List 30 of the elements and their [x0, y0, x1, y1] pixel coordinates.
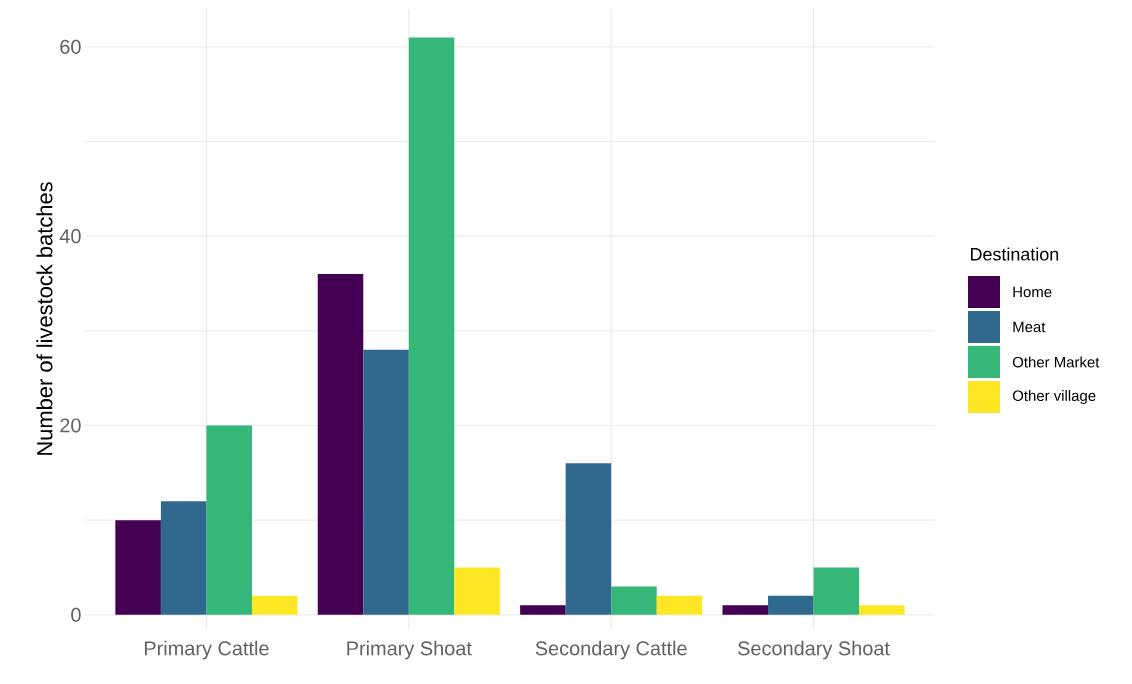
y-tick-label: 0 [71, 607, 81, 622]
bar [206, 425, 252, 615]
bar [520, 605, 566, 615]
legend-title: Destination [971, 247, 1059, 261]
bar [565, 463, 612, 615]
legend-label: Meat [1013, 321, 1046, 333]
bar [115, 520, 161, 615]
bar [317, 274, 364, 615]
bar [656, 595, 703, 615]
x-tick-label: Secondary Shoat [738, 640, 890, 660]
y-tick-label: 40 [59, 229, 81, 244]
y-axis-title: Number of livestock batches [36, 182, 53, 455]
legend-label: Home [1013, 286, 1052, 298]
bar [813, 567, 860, 615]
y-tick-label: 20 [60, 418, 81, 433]
bar [768, 595, 814, 615]
x-tick-label: Primary Cattle [144, 640, 269, 660]
bar [859, 605, 905, 615]
bar [251, 595, 298, 615]
bar [611, 586, 657, 615]
bar [363, 349, 409, 615]
x-tick-label: Secondary Cattle [535, 640, 687, 660]
bar [160, 501, 207, 615]
bar [454, 567, 500, 615]
x-tick-label: Primary Shoat [347, 640, 472, 660]
bar [722, 605, 769, 615]
bar [408, 37, 455, 615]
y-tick-label: 60 [60, 39, 81, 54]
legend-label: Other village [1012, 390, 1096, 404]
legend-label: Other Market [1012, 356, 1100, 368]
